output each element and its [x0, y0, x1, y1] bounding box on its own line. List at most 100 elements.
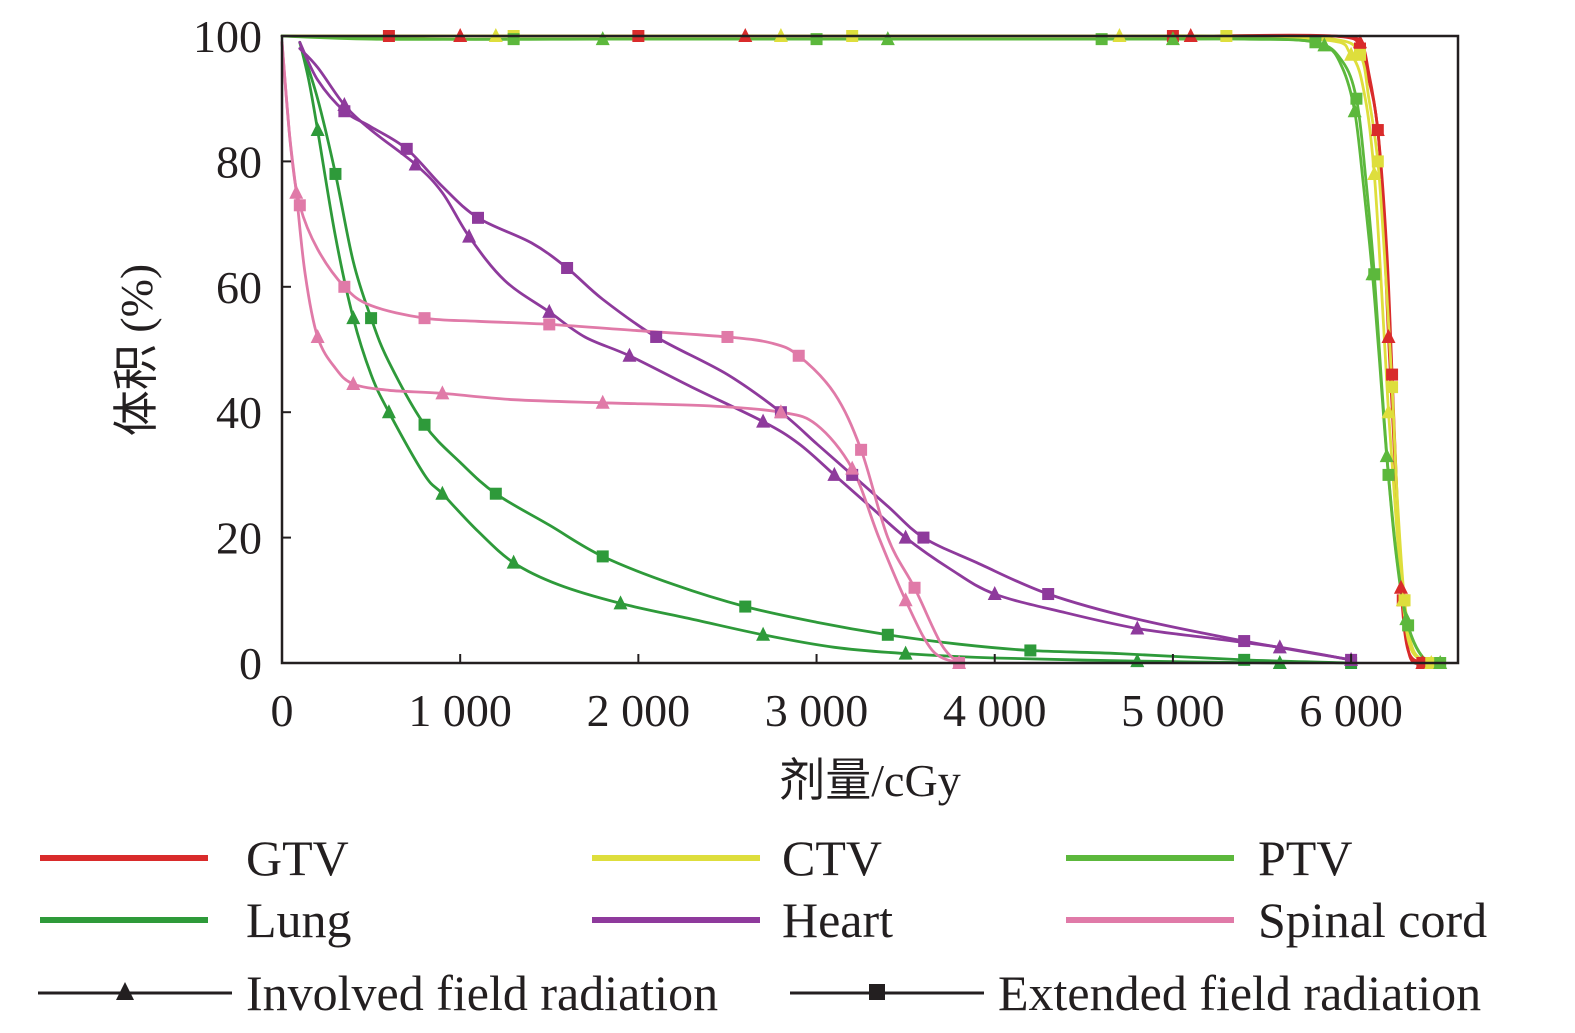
spinal-cord-involved-marker [773, 404, 788, 419]
lung-involved-marker [506, 554, 521, 569]
ctv-extended-marker [1386, 381, 1399, 394]
heart-involved-marker [756, 413, 771, 428]
y-axis-ticks: 0 20 40 60 80 100 [193, 11, 291, 689]
lung-extended-marker [881, 628, 894, 641]
lung-extended-marker [1024, 644, 1037, 657]
x-tick-label: 1 000 [408, 685, 512, 736]
y-tick-label: 60 [216, 262, 262, 313]
heart-involved-marker [408, 156, 423, 171]
gtv-involved-marker [1370, 122, 1385, 137]
legend-label-involved-field-radiation: Involved field radiation [246, 965, 718, 1021]
ctv-extended-curve [280, 34, 1433, 665]
gtv-extended-curve [280, 33, 1424, 665]
legend-label-spinal-cord: Spinal cord [1258, 892, 1487, 948]
heart-extended-marker [917, 531, 930, 544]
ptv-involved-marker [1399, 611, 1414, 626]
legend-label-extended-field-radiation: Extended field radiation [998, 965, 1481, 1021]
lung-extended-curve [298, 40, 1353, 665]
heart-extended-curve [298, 40, 1353, 662]
legend-label-ctv: CTV [782, 830, 882, 886]
heart-involved-curve [298, 47, 1353, 662]
y-tick-label: 80 [216, 136, 262, 187]
lung-involved-marker [346, 310, 361, 325]
y-tick-label: 0 [239, 638, 262, 689]
gtv-involved-marker [1381, 328, 1396, 343]
heart-involved-marker [987, 586, 1002, 601]
heart-extended-marker [472, 211, 484, 224]
series-layer [280, 33, 1442, 665]
gtv-involved-marker [1353, 34, 1367, 49]
heart-extended-marker [561, 261, 574, 274]
spinal-cord-involved-marker [346, 375, 361, 390]
spinal-cord-involved-marker [310, 328, 325, 343]
spinal-cord-involved-marker [845, 460, 860, 475]
x-tick-label: 4 000 [943, 685, 1047, 736]
lung-involved-marker [898, 645, 913, 660]
lung-involved-marker [435, 485, 450, 500]
spinal-cord-involved-curve [280, 40, 961, 665]
ctv-extended-marker [1354, 48, 1366, 61]
ctv-involved-curve [280, 34, 1433, 665]
ctv-involved-marker [1395, 592, 1410, 607]
legend: GTV CTV PTV Lung Heart Spinal cord Involved fi… [38, 830, 1487, 1021]
legend-label-heart: Heart [782, 892, 893, 948]
ptv-involved-marker [595, 31, 610, 46]
heart-involved-marker [622, 347, 637, 362]
lung-involved-marker [381, 404, 396, 419]
x-tick-label: 5 000 [1121, 685, 1225, 736]
lung-extended-marker [418, 418, 431, 431]
y-axis-title: 体积 (%) [111, 264, 162, 436]
lung-extended-marker [329, 167, 342, 180]
lung-involved-marker [310, 122, 325, 137]
y-tick-label: 100 [193, 11, 262, 62]
spinal-cord-extended-marker [338, 280, 351, 293]
spinal-cord-extended-marker [293, 199, 306, 212]
x-tick-label: 3 000 [765, 685, 869, 736]
x-tick-label: 2 000 [587, 685, 691, 736]
ctv-involved-marker [1344, 46, 1359, 61]
legend-marker-extended-field-radiation [869, 984, 885, 1000]
gtv-involved-marker [1393, 579, 1408, 594]
ptv-involved-marker [1379, 448, 1394, 463]
x-tick-label: 6 000 [1299, 685, 1403, 736]
lung-extended-marker [489, 487, 502, 500]
y-tick-label: 40 [216, 387, 262, 438]
spinal-cord-extended-marker [721, 330, 734, 343]
spinal-cord-involved-marker [595, 394, 610, 409]
ctv-involved-marker [1367, 165, 1382, 180]
spinal-cord-involved-marker [898, 592, 913, 607]
lung-extended-marker [596, 550, 609, 563]
legend-marker-involved-field-radiation [116, 982, 134, 1000]
x-tick-label: 0 [271, 685, 294, 736]
marker-layer [289, 28, 1448, 669]
lung-involved-curve [298, 40, 1282, 665]
gtv-involved-curve [280, 34, 1424, 665]
lung-extended-marker [739, 600, 752, 613]
heart-extended-marker [650, 330, 663, 343]
ptv-extended-marker [1382, 468, 1395, 481]
heart-involved-marker [542, 303, 557, 318]
ptv-involved-marker [1347, 103, 1362, 118]
ptv-involved-marker [1317, 37, 1332, 52]
gtv-extended-marker [1386, 368, 1399, 381]
heart-extended-marker [1042, 588, 1055, 601]
legend-label-lung: Lung [246, 892, 352, 948]
heart-involved-marker [827, 466, 842, 481]
lung-involved-marker [756, 626, 771, 641]
ptv-involved-marker [1165, 31, 1180, 46]
spinal-cord-involved-marker [289, 184, 304, 199]
spinal-cord-extended-marker [418, 312, 431, 325]
plot-frame [280, 34, 1460, 665]
ptv-extended-curve [280, 34, 1442, 665]
spinal-cord-extended-marker [543, 318, 556, 331]
heart-extended-marker [400, 142, 413, 155]
x-axis-ticks: 0 1 000 2 000 3 000 4 000 5 000 6 000 [271, 654, 1403, 736]
ctv-involved-marker [1381, 404, 1396, 419]
ptv-involved-marker [1365, 266, 1380, 281]
y-tick-label: 20 [216, 513, 262, 564]
spinal-cord-involved-marker [435, 385, 450, 400]
spinal-cord-extended-marker [792, 349, 805, 362]
lung-involved-marker [613, 595, 628, 610]
lung-extended-marker [365, 312, 378, 325]
